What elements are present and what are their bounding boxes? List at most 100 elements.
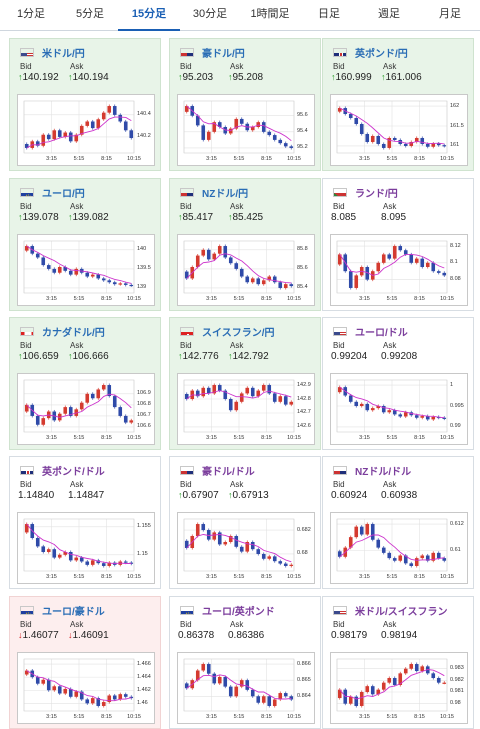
candlestick-chart[interactable]: 106.9 106.8 106.7 106.6 3:15 5:15 8:15 10:15	[17, 373, 155, 445]
flag-icon	[333, 326, 347, 336]
candlestick-chart[interactable]: 95.6 95.4 95.2 3:15 5:15 8:15 10:15	[177, 94, 315, 166]
candle-body	[414, 137, 419, 142]
candle-body	[256, 278, 261, 285]
rate-card[interactable]: ユーロ/円 Bid Ask ↑139.078 ↑139.082 140 139.5 139 3:…	[9, 178, 161, 311]
currency-pair-link[interactable]: 米ドル/スイスフラン	[355, 606, 448, 618]
candle-body	[107, 280, 112, 283]
candle-body	[63, 407, 68, 414]
candle-body	[370, 686, 375, 695]
currency-pair-link[interactable]: ユーロ/円	[42, 188, 85, 200]
rate-card[interactable]: 英ポンド/ドル Bid Ask 1.14840 1.14847 1.155 1.15 3:15…	[9, 456, 161, 589]
candle-body	[90, 698, 95, 704]
currency-pair-link[interactable]: NZドル/円	[202, 188, 249, 200]
bid-value-wrap: ↑95.203	[178, 72, 213, 83]
tab-3[interactable]: 15分足	[118, 0, 180, 31]
x-tick-label: 10:15	[440, 714, 454, 720]
bid-value: 0.98179	[331, 630, 368, 641]
candle-body	[217, 532, 222, 545]
currency-pair-link[interactable]: 米ドル/円	[42, 48, 85, 60]
candle-body	[365, 133, 370, 142]
currency-pair-link[interactable]: カナダドル/円	[42, 327, 105, 339]
tab-8[interactable]: 月足	[439, 8, 461, 20]
candlestick-chart[interactable]: 0.983 0.982 0.981 0.98 3:15 5:15 8:15 10:15	[330, 652, 468, 724]
currency-pair-link[interactable]: スイスフラン/円	[202, 327, 275, 339]
rate-card[interactable]: 英ポンド/円 Bid Ask ↑160.999 ↑161.006 162 161.5 161 3…	[322, 38, 474, 171]
tab-2[interactable]: 5分足	[75, 8, 105, 20]
arrow-up-icon: ↑	[381, 72, 386, 82]
rate-card[interactable]: カナダドル/円 Bid Ask ↑106.659 ↑106.666 106.9 106.8 1…	[9, 317, 161, 450]
currency-pair-link[interactable]: 豪ドル/ドル	[202, 466, 255, 478]
currency-pair-link[interactable]: ユーロ/豪ドル	[42, 606, 105, 618]
x-tick-label: 3:15	[46, 714, 57, 720]
candle-body	[409, 254, 414, 263]
candle-body	[123, 694, 128, 697]
tab-4[interactable]: 30分足	[192, 8, 228, 20]
rate-card[interactable]: 豪ドル/円 Bid Ask ↑95.203 ↑95.208 95.6 95.4 95.2 3:1…	[169, 38, 321, 171]
rate-card[interactable]: 米ドル/スイスフラン Bid Ask 0.98179 0.98194 0.983 0.982…	[322, 596, 474, 729]
arrow-down-icon: ↓	[18, 630, 23, 640]
rate-card[interactable]: ランド/円 Bid Ask 8.085 8.095 8.12 8.1 8.08 3:15 5:15…	[322, 178, 474, 311]
candlestick-chart[interactable]: 140 139.5 139 3:15 5:15 8:15 10:15	[17, 234, 155, 306]
candle-body	[223, 246, 228, 258]
candlestick-chart[interactable]: 0.612 0.61 3:15 5:15 8:15 10:15	[330, 512, 468, 584]
candle-body	[35, 415, 40, 425]
currency-pair-link[interactable]: ユーロ/ドル	[355, 327, 408, 339]
candlestick-chart[interactable]: 8.12 8.1 8.08 3:15 5:15 8:15 10:15	[330, 234, 468, 306]
candle-body	[414, 558, 419, 566]
candlestick-chart[interactable]: 0.866 0.865 0.864 3:15 5:15 8:15 10:15	[177, 652, 315, 724]
x-tick-label: 3:15	[359, 435, 370, 441]
bid-label: Bid	[20, 62, 32, 71]
candlestick-chart[interactable]: 0.682 0.68 3:15 5:15 8:15 10:15	[177, 512, 315, 584]
tab-6[interactable]: 日足	[318, 8, 340, 20]
rate-card[interactable]: ユーロ/英ポンド Bid Ask 0.86378 0.86386 0.866 0.865 0.…	[169, 596, 321, 729]
candle-body	[414, 415, 419, 418]
candle-body	[206, 249, 211, 260]
candle-body	[376, 135, 381, 144]
candlestick-chart[interactable]: 1.155 1.15 3:15 5:15 8:15 10:15	[17, 512, 155, 584]
bid-label: Bid	[180, 202, 192, 211]
candle-body	[354, 275, 359, 288]
rate-card[interactable]: ユーロ/豪ドル Bid Ask ↓1.46077 ↓1.46091 1.466 1.464 1…	[9, 596, 161, 729]
candle-body	[57, 130, 62, 137]
rate-card[interactable]: NZドル/円 Bid Ask ↑85.417 ↑85.425 85.8 85.6 85.4 3:…	[169, 178, 321, 311]
rate-card[interactable]: 米ドル/円 Bid Ask ↑140.192 ↑140.194 140.4 140.2 3:1…	[9, 38, 161, 171]
rate-card[interactable]: ユーロ/ドル Bid Ask 0.99204 0.99208 1 0.995 0.99 3:15…	[322, 317, 474, 450]
candle-body	[392, 678, 397, 685]
x-tick-label: 5:15	[233, 714, 245, 720]
currency-pair-link[interactable]: NZドル/ドル	[355, 466, 412, 478]
currency-pair-link[interactable]: 英ポンド/ドル	[42, 466, 105, 478]
tab-1[interactable]: 1分足	[16, 8, 46, 20]
candlestick-chart[interactable]: 162 161.5 161 3:15 5:15 8:15 10:15	[330, 94, 468, 166]
ask-label: Ask	[70, 620, 84, 629]
currency-pair-link[interactable]: 英ポンド/円	[355, 48, 408, 60]
candle-body	[234, 263, 239, 269]
ask-value-wrap: ↓1.46091	[68, 630, 109, 641]
candle-body	[68, 270, 73, 275]
x-tick-label: 8:15	[414, 574, 425, 580]
rate-card[interactable]: NZドル/ドル Bid Ask 0.60924 0.60938 0.612 0.61 3:15…	[322, 456, 474, 589]
currency-pair-link[interactable]: ランド/円	[355, 188, 398, 200]
candle-body	[217, 676, 222, 684]
x-tick-label: 10:15	[287, 156, 301, 162]
candlestick-chart[interactable]: 140.4 140.2 3:15 5:15 8:15 10:15	[17, 94, 155, 166]
ask-label: Ask	[383, 480, 397, 489]
candle-body	[278, 693, 283, 700]
candle-body	[234, 118, 239, 129]
rate-card[interactable]: 豪ドル/ドル Bid Ask ↑0.67907 ↑0.67913 0.682 0.68 3:1…	[169, 456, 321, 589]
candle-body	[398, 673, 403, 685]
candlestick-chart[interactable]: 142.9 142.8 142.7 142.6 3:15 5:15 8:15 10:15	[177, 373, 315, 445]
candle-body	[398, 555, 403, 561]
ask-value-wrap: ↑0.67913	[228, 490, 269, 501]
rate-card[interactable]: スイスフラン/円 Bid Ask ↑142.776 ↑142.792 142.9 142.8…	[169, 317, 321, 450]
candlestick-chart[interactable]: 1 0.995 0.99 3:15 5:15 8:15 10:15	[330, 373, 468, 445]
candlestick-chart[interactable]: 1.466 1.464 1.462 1.46 3:15 5:15 8:15 10:15	[17, 652, 155, 724]
candle-body	[354, 118, 359, 125]
currency-pair-link[interactable]: ユーロ/英ポンド	[202, 606, 275, 618]
bid-value: 140.192	[22, 72, 59, 83]
tab-5[interactable]: 1時間足	[250, 8, 290, 20]
candlestick-chart[interactable]: 85.8 85.6 85.4 3:15 5:15 8:15 10:15	[177, 234, 315, 306]
currency-pair-link[interactable]: 豪ドル/円	[202, 48, 245, 60]
tab-7[interactable]: 週足	[378, 8, 400, 20]
candle-body	[381, 547, 386, 553]
moving-average-line	[186, 390, 292, 400]
